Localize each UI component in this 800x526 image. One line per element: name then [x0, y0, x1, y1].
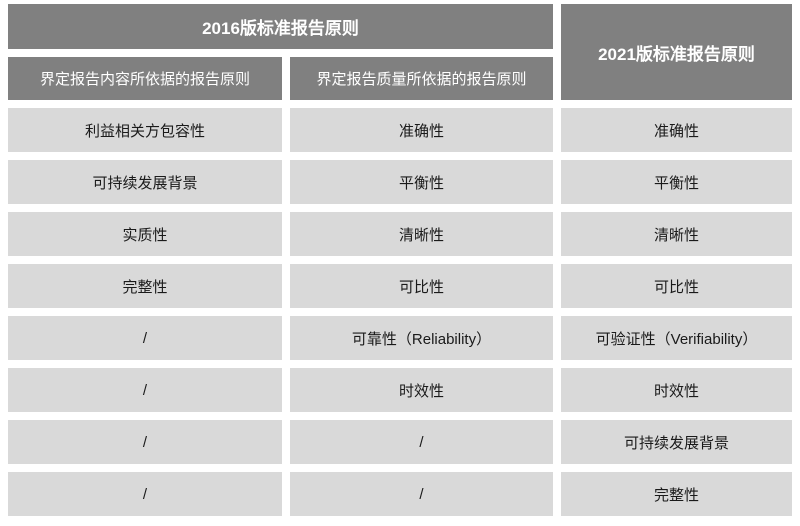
- cell-quality-principle: 准确性: [290, 108, 554, 152]
- table-row: 完整性 可比性 可比性: [8, 264, 793, 308]
- cell-2021-principle: 平衡性: [561, 160, 793, 204]
- cell-2021-principle: 准确性: [561, 108, 793, 152]
- cell-content-principle: 完整性: [8, 264, 282, 308]
- table-row: 利益相关方包容性 准确性 准确性: [8, 108, 793, 152]
- subheader-quality-principles: 界定报告质量所依据的报告原则: [290, 57, 554, 100]
- header-2021-standard: 2021版标准报告原则: [561, 4, 793, 100]
- cell-quality-principle: 可比性: [290, 264, 554, 308]
- table-row: 实质性 清晰性 清晰性: [8, 212, 793, 256]
- cell-content-principle: 利益相关方包容性: [8, 108, 282, 152]
- cell-quality-principle: 清晰性: [290, 212, 554, 256]
- cell-quality-principle: /: [290, 472, 554, 516]
- header-row-group: 2016版标准报告原则 2021版标准报告原则: [8, 4, 793, 100]
- cell-content-principle: /: [8, 316, 282, 360]
- cell-quality-principle: 可靠性（Reliability）: [290, 316, 554, 360]
- header-row-sub: 界定报告内容所依据的报告原则 界定报告质量所依据的报告原则: [8, 57, 792, 100]
- cell-quality-principle: 时效性: [290, 368, 554, 412]
- cell-2021-principle: 可验证性（Verifiability）: [561, 316, 793, 360]
- table-row: / / 完整性: [8, 472, 793, 516]
- cell-2021-principle: 清晰性: [561, 212, 793, 256]
- cell-2021-principle: 可比性: [561, 264, 793, 308]
- cell-content-principle: /: [8, 472, 282, 516]
- cell-content-principle: /: [8, 368, 282, 412]
- table-row: 可持续发展背景 平衡性 平衡性: [8, 160, 793, 204]
- cell-content-principle: 实质性: [8, 212, 282, 256]
- cell-content-principle: /: [8, 420, 282, 464]
- subheader-content-principles: 界定报告内容所依据的报告原则: [8, 57, 282, 100]
- cell-quality-principle: 平衡性: [290, 160, 554, 204]
- table-row: / 时效性 时效性: [8, 368, 793, 412]
- table-row: / 可靠性（Reliability） 可验证性（Verifiability）: [8, 316, 793, 360]
- cell-2021-principle: 时效性: [561, 368, 793, 412]
- header-2016-standard: 2016版标准报告原则: [8, 4, 554, 49]
- table-row: / / 可持续发展背景: [8, 420, 793, 464]
- cell-2021-principle: 可持续发展背景: [561, 420, 793, 464]
- cell-content-principle: 可持续发展背景: [8, 160, 282, 204]
- cell-2021-principle: 完整性: [561, 472, 793, 516]
- cell-quality-principle: /: [290, 420, 554, 464]
